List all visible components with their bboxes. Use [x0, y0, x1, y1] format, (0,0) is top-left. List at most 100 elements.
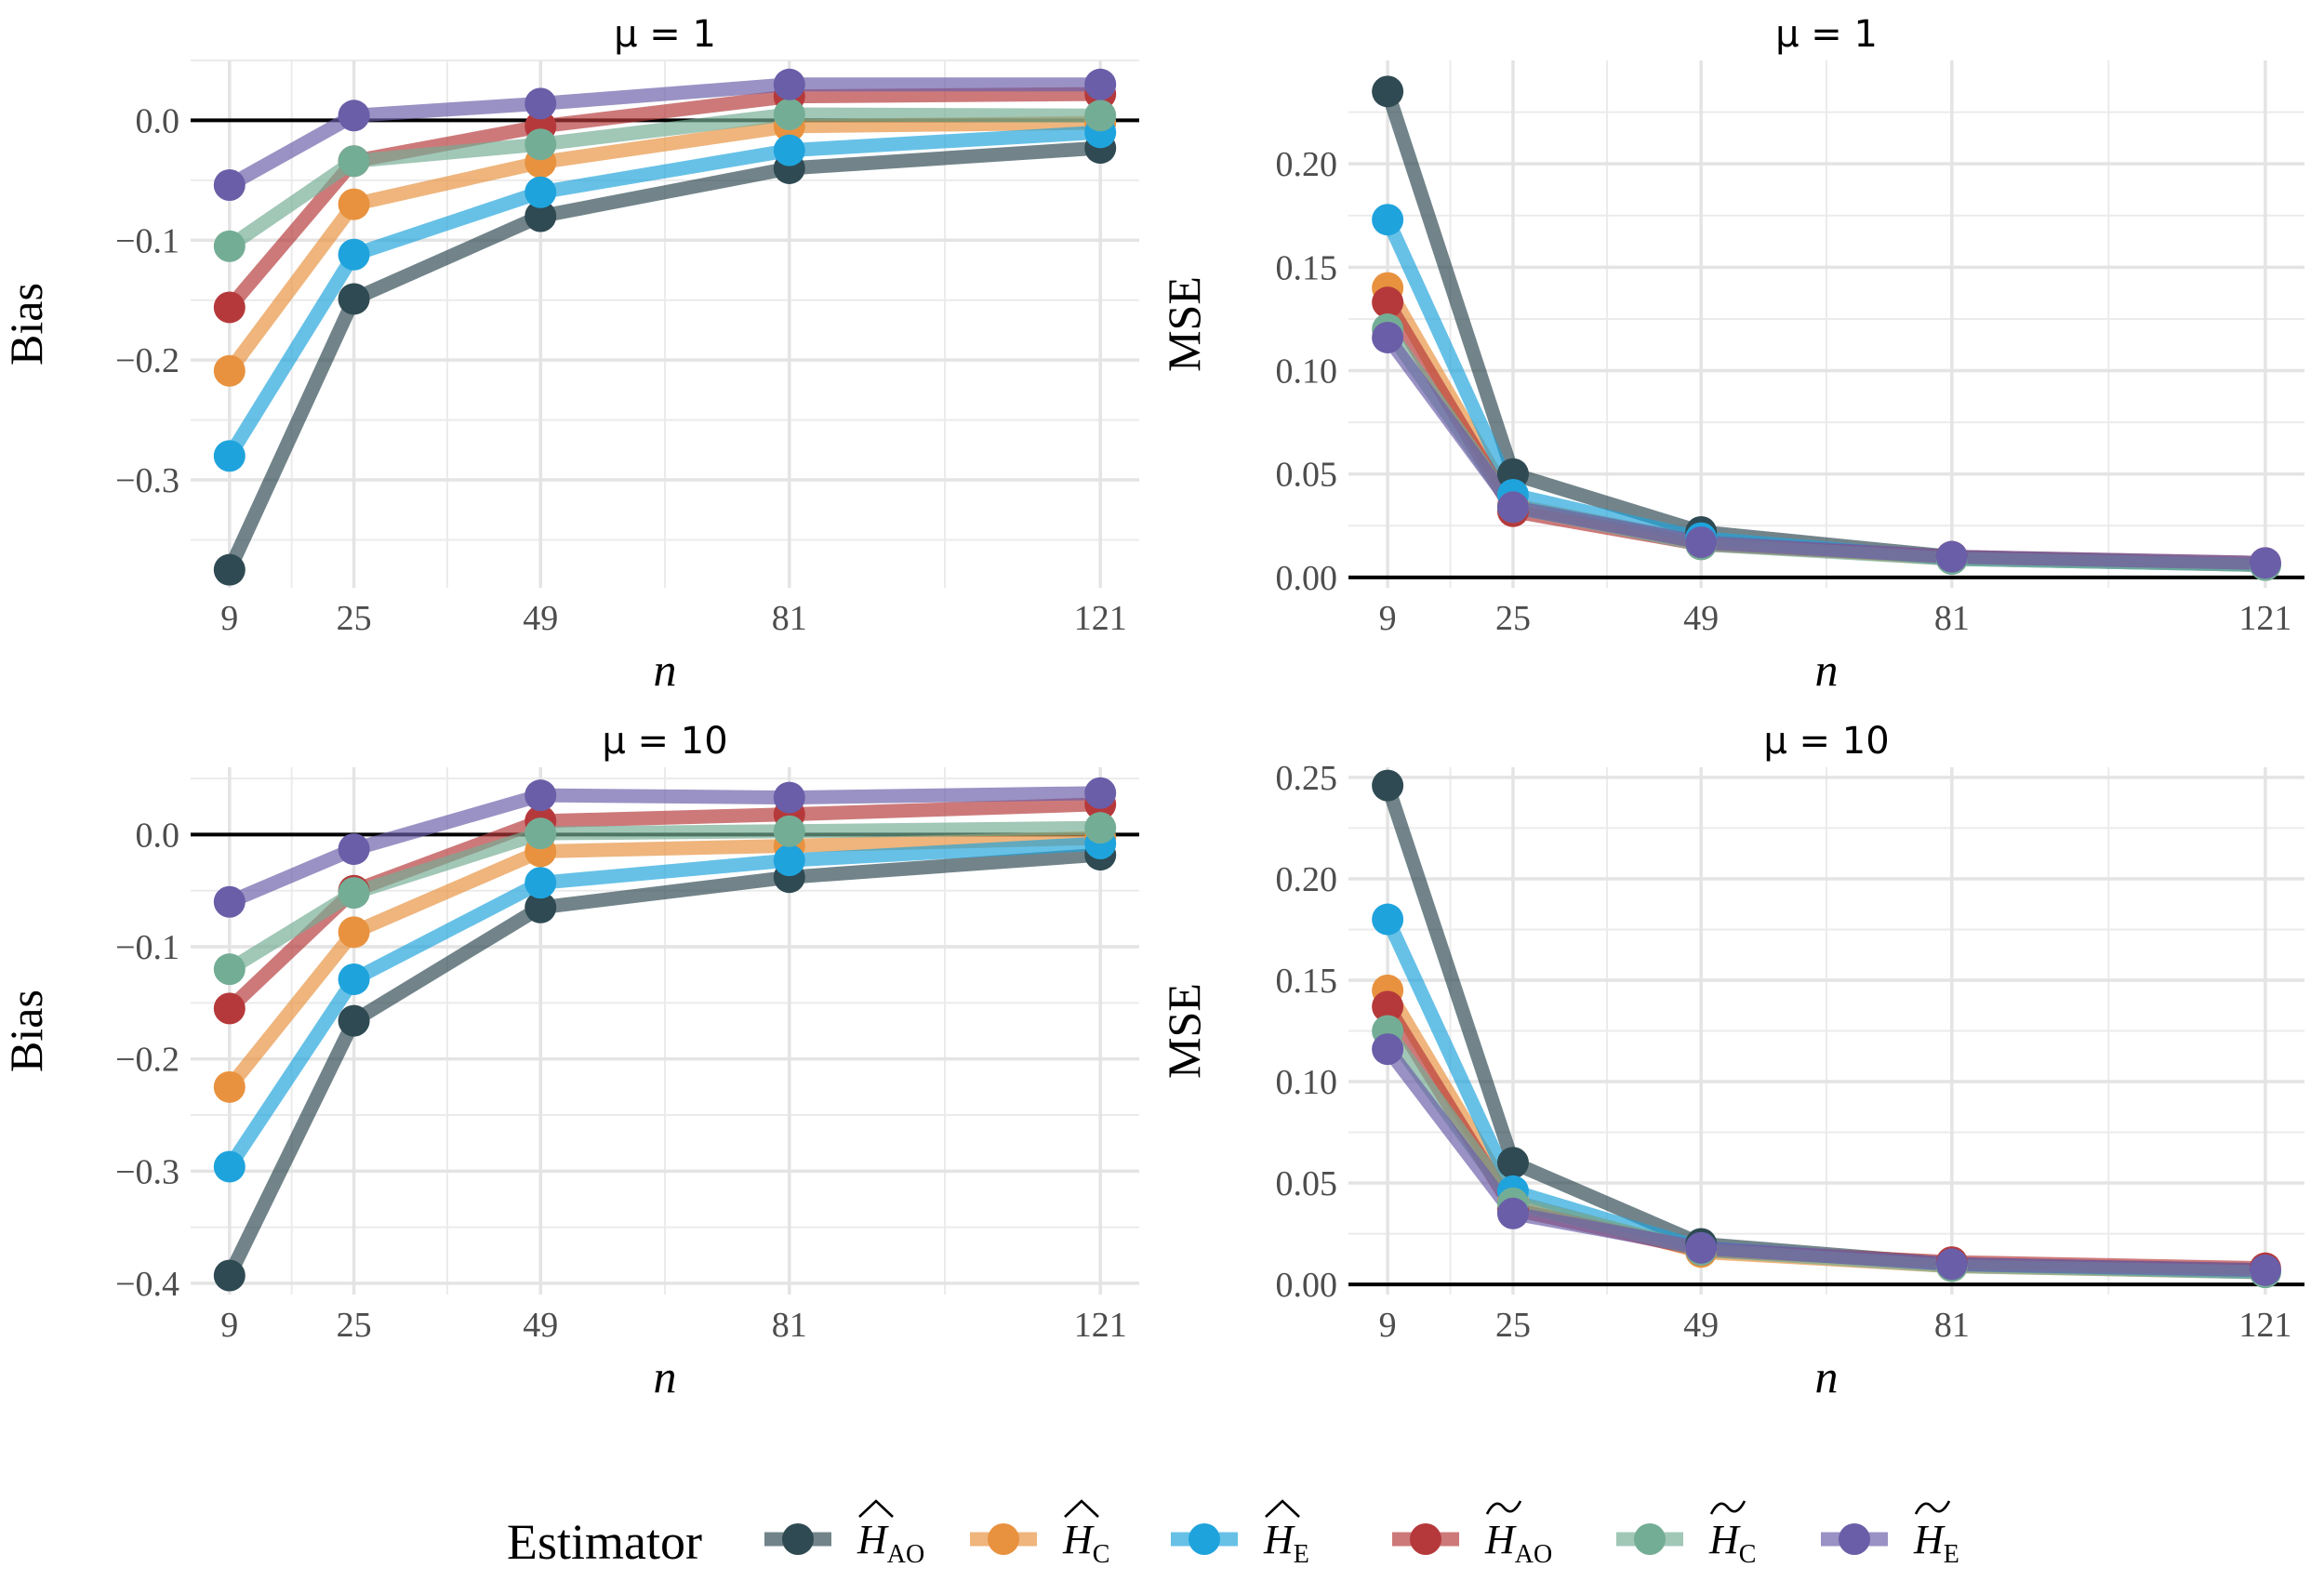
y-axis-label: Bias	[0, 990, 52, 1072]
y-tick-label: 0.20	[1276, 145, 1338, 184]
data-point	[2249, 547, 2281, 579]
data-point	[525, 176, 557, 208]
y-axis-label: MSE	[1158, 983, 1210, 1079]
data-point	[1372, 75, 1404, 108]
data-point	[1372, 1033, 1404, 1066]
data-point	[525, 128, 557, 161]
x-tick-label: 121	[2238, 1306, 2291, 1345]
data-point	[338, 833, 370, 866]
legend-item: HAO	[764, 1499, 924, 1569]
y-tick-label: 0.20	[1276, 860, 1338, 899]
x-tick-label: 49	[523, 1306, 558, 1345]
tilde-accent	[1709, 1500, 1746, 1515]
x-tick-label: 49	[1683, 1306, 1719, 1345]
y-tick-label: 0.05	[1276, 1164, 1338, 1203]
data-point	[213, 291, 246, 324]
x-tick-label: 81	[772, 1306, 807, 1345]
legend-item: HC	[970, 1499, 1109, 1569]
data-point	[525, 891, 557, 923]
panel-1: −0.3 −0.2 −0.1 0.0 9 25 49 81 121 n Bias μ = 1	[0, 13, 1139, 696]
y-axis-label: Bias	[0, 283, 52, 365]
data-point	[1372, 990, 1404, 1023]
y-tick-label: −0.3	[115, 1152, 179, 1191]
x-tick-label: 121	[1074, 1306, 1127, 1345]
legend-key-point	[988, 1523, 1019, 1555]
x-tick-label: 9	[1379, 1306, 1397, 1345]
data-point	[773, 844, 805, 877]
data-point	[773, 98, 805, 130]
series-group	[213, 68, 1117, 586]
x-axis-label: n	[654, 1350, 677, 1402]
y-tick-label: −0.1	[115, 221, 179, 260]
legend-key-point	[1839, 1523, 1870, 1555]
series-group	[1372, 75, 2281, 581]
y-tick-label: 0.05	[1276, 456, 1338, 495]
legend-subscript: C	[1093, 1540, 1110, 1569]
data-point	[1372, 204, 1404, 236]
legend-subscript: E	[1294, 1540, 1309, 1569]
hat-accent	[858, 1499, 894, 1518]
data-point	[1496, 1147, 1529, 1179]
y-tick-label: 0.10	[1276, 352, 1338, 392]
data-point	[1084, 812, 1117, 844]
y-tick-label: −0.3	[115, 461, 179, 500]
data-point	[338, 1004, 370, 1037]
y-tick-label: 0.15	[1276, 248, 1338, 287]
legend-item: HE	[1821, 1500, 1959, 1569]
x-tick-label: 49	[1683, 599, 1719, 638]
data-point	[525, 817, 557, 850]
legend-subscript: E	[1944, 1540, 1959, 1569]
data-point	[525, 200, 557, 232]
data-point	[338, 877, 370, 910]
data-point	[525, 87, 557, 120]
hat-accent	[1064, 1499, 1099, 1518]
data-point	[1372, 286, 1404, 319]
x-tick-label: 81	[1934, 599, 1970, 638]
data-point	[213, 230, 246, 262]
data-point	[1372, 903, 1404, 936]
panel-2: 0.00 0.05 0.10 0.15 0.20 9 25 49 81 121 n MSE μ = 1	[1158, 13, 2304, 696]
data-point	[338, 916, 370, 949]
data-point	[1084, 100, 1117, 132]
data-point	[773, 815, 805, 847]
data-point	[773, 781, 805, 814]
x-tick-label: 9	[220, 599, 238, 638]
data-point	[1372, 769, 1404, 802]
legend-label: HC	[1062, 1517, 1109, 1569]
data-point	[213, 953, 246, 986]
panel-title: μ = 1	[614, 13, 716, 56]
legend-key-point	[1410, 1523, 1441, 1555]
legend-title: Estimator	[507, 1514, 702, 1570]
data-point	[1372, 321, 1404, 353]
panel-title: μ = 1	[1775, 13, 1878, 56]
data-point	[1685, 526, 1718, 559]
y-tick-label: −0.2	[115, 341, 179, 380]
panel-title: μ = 10	[1763, 720, 1889, 763]
x-tick-label: 81	[1934, 1306, 1970, 1345]
data-point	[338, 963, 370, 996]
legend-label: HE	[1263, 1517, 1309, 1569]
data-point	[1685, 1231, 1718, 1264]
gridlines	[1348, 60, 2304, 588]
x-axis-label: n	[1815, 1350, 1839, 1402]
data-point	[338, 188, 370, 220]
x-tick-label: 81	[772, 599, 807, 638]
y-tick-label: 0.25	[1276, 759, 1338, 798]
legend-item: HC	[1616, 1500, 1756, 1569]
data-point	[1935, 540, 1968, 573]
legend-key-point	[782, 1523, 814, 1555]
y-axis-label: MSE	[1158, 276, 1210, 372]
x-tick-label: 25	[337, 1306, 372, 1345]
legend-item: HE	[1171, 1499, 1309, 1569]
data-point	[213, 992, 246, 1025]
legend-item: HAO	[1392, 1500, 1552, 1569]
data-point	[525, 867, 557, 899]
series-group	[1372, 769, 2281, 1289]
x-tick-label: 25	[337, 599, 372, 638]
data-point	[525, 779, 557, 812]
legend: Estimator HAO HC HE HAO HC HE	[507, 1499, 1959, 1570]
panel-4: 0.00 0.05 0.10 0.15 0.20 0.25 9 25 49 81 121 n MSE μ …	[1158, 720, 2304, 1402]
x-tick-label: 25	[1495, 599, 1531, 638]
panel-3: −0.4 −0.3 −0.2 −0.1 0.0 9 25 49 81 121 n Bias μ = 10	[0, 720, 1139, 1402]
